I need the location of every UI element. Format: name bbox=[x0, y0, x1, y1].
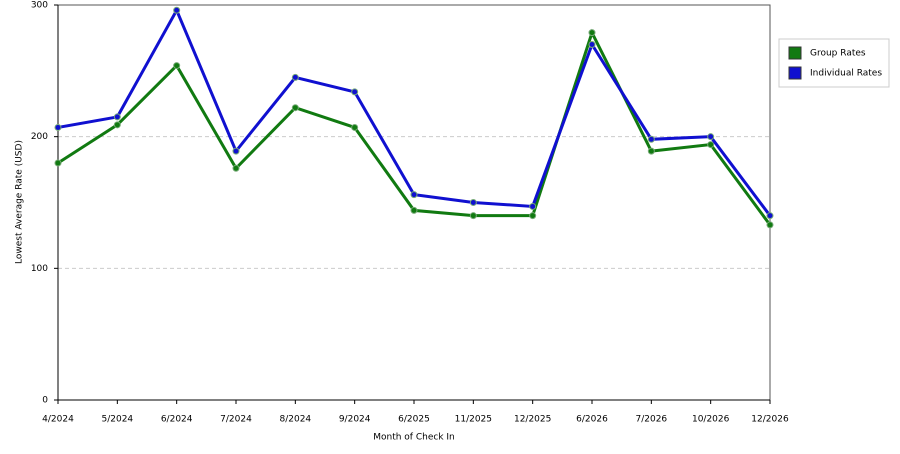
data-point bbox=[351, 88, 359, 96]
x-axis-label: Month of Check In bbox=[373, 433, 455, 443]
data-point bbox=[232, 147, 240, 155]
data-point bbox=[54, 159, 62, 167]
y-tick-label: 300 bbox=[31, 1, 48, 11]
legend-swatch bbox=[788, 46, 802, 60]
plot-frame bbox=[57, 4, 771, 401]
x-tick-label: 6/2025 bbox=[398, 415, 430, 425]
data-point bbox=[173, 62, 181, 70]
data-point bbox=[351, 123, 359, 131]
data-point bbox=[766, 221, 774, 229]
data-point bbox=[529, 202, 537, 210]
data-point bbox=[647, 147, 655, 155]
data-point bbox=[291, 104, 299, 112]
legend-swatch bbox=[788, 66, 802, 80]
x-tick-label: 9/2024 bbox=[339, 415, 371, 425]
x-tick-label: 4/2024 bbox=[42, 415, 74, 425]
data-point bbox=[410, 191, 418, 199]
data-point bbox=[707, 133, 715, 141]
y-tick-label: 100 bbox=[31, 264, 48, 274]
data-point bbox=[707, 141, 715, 149]
data-point bbox=[647, 135, 655, 143]
data-point bbox=[173, 6, 181, 14]
x-tick-label: 8/2024 bbox=[279, 415, 311, 425]
data-point bbox=[410, 206, 418, 214]
data-point bbox=[766, 212, 774, 220]
x-tick-label: 10/2026 bbox=[692, 415, 730, 425]
y-axis-label: Lowest Average Rate (USD) bbox=[15, 140, 25, 264]
legend-label: Group Rates bbox=[810, 49, 866, 59]
y-tick-label: 200 bbox=[31, 132, 48, 142]
x-tick-label: 7/2024 bbox=[220, 415, 252, 425]
x-tick-label: 12/2026 bbox=[751, 415, 789, 425]
data-point bbox=[232, 164, 240, 172]
data-point bbox=[529, 212, 537, 220]
y-tick-label: 0 bbox=[42, 396, 48, 406]
series-line bbox=[57, 6, 772, 217]
x-tick-label: 6/2024 bbox=[161, 415, 193, 425]
x-tick-label: 5/2024 bbox=[101, 415, 133, 425]
x-tick-label: 11/2025 bbox=[455, 415, 492, 425]
data-point bbox=[588, 41, 596, 48]
x-tick-label: 12/2025 bbox=[514, 415, 551, 425]
data-point bbox=[54, 123, 62, 131]
data-point bbox=[588, 29, 596, 37]
x-tick-label: 6/2026 bbox=[576, 415, 608, 425]
x-tick-label: 7/2026 bbox=[635, 415, 667, 425]
data-point bbox=[469, 199, 477, 206]
legend-box bbox=[778, 38, 890, 88]
legend-label: Individual Rates bbox=[810, 69, 882, 79]
data-point bbox=[469, 212, 477, 220]
data-point bbox=[291, 73, 299, 81]
data-point bbox=[113, 121, 121, 129]
data-point bbox=[113, 113, 121, 121]
